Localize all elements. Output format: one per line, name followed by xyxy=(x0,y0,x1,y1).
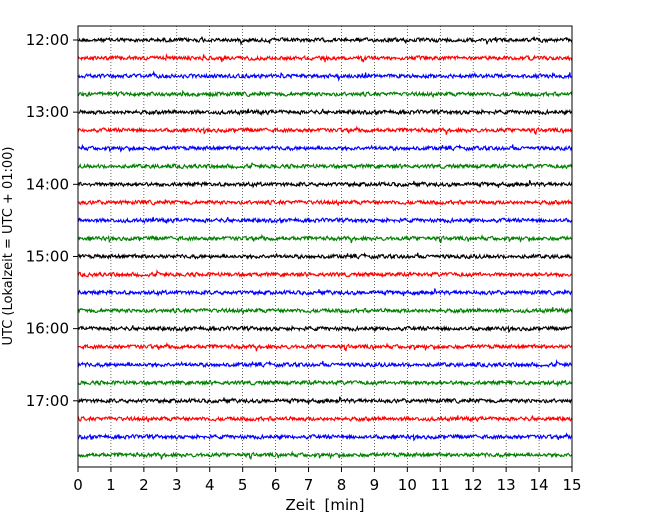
y-axis-label: UTC (Lokalzeit = UTC + 01:00) xyxy=(1,147,16,346)
trace-1645 xyxy=(77,379,573,387)
y-tick-label: 16:00 xyxy=(26,320,69,338)
y-tick-label: 15:00 xyxy=(26,247,69,265)
x-tick-label: 13 xyxy=(497,476,516,494)
trace-1415 xyxy=(77,198,573,206)
x-tick-label: 8 xyxy=(337,476,347,494)
trace-1630 xyxy=(77,359,573,369)
trace-1715 xyxy=(77,415,573,423)
trace-1615 xyxy=(77,341,573,352)
plot-frame xyxy=(77,25,573,468)
trace-1445 xyxy=(77,233,573,244)
trace-1430 xyxy=(77,216,573,225)
trace-1215 xyxy=(77,53,573,63)
y-tick-label: 12:00 xyxy=(26,31,69,49)
x-tick-label: 3 xyxy=(172,476,182,494)
y-tick-label: 17:00 xyxy=(26,392,69,410)
trace-1700 xyxy=(77,396,573,405)
trace-1245 xyxy=(77,89,573,98)
y-tick-label: 13:00 xyxy=(26,103,69,121)
y-axis: 12:00 13:00 14:00 15:00 16:00 17:00 xyxy=(26,31,78,410)
x-axis: 0 1 2 3 4 5 6 7 8 9 10 11 12 13 14 15 xyxy=(73,467,582,494)
trace-1230 xyxy=(77,70,573,82)
x-tick-label: 5 xyxy=(238,476,248,494)
trace-1345 xyxy=(77,162,573,170)
trace-1730 xyxy=(77,432,573,442)
trace-1200 xyxy=(77,36,573,46)
y-tick-label: 14:00 xyxy=(26,175,69,193)
trace-layer xyxy=(77,36,573,460)
x-tick-label: 4 xyxy=(205,476,215,494)
trace-1300 xyxy=(77,108,573,117)
trace-1330 xyxy=(77,143,573,153)
x-tick-label: 6 xyxy=(271,476,281,494)
trace-1400 xyxy=(77,180,573,189)
x-tick-label: 9 xyxy=(370,476,380,494)
x-tick-label: 0 xyxy=(73,476,83,494)
trace-1600 xyxy=(77,324,573,334)
x-tick-label: 2 xyxy=(139,476,149,494)
trace-1545 xyxy=(77,306,573,315)
x-tick-label: 15 xyxy=(562,476,581,494)
trace-1530 xyxy=(77,288,573,297)
x-tick-label: 12 xyxy=(464,476,483,494)
x-tick-label: 1 xyxy=(106,476,116,494)
trace-1515 xyxy=(77,268,573,279)
x-tick-label: 14 xyxy=(530,476,549,494)
trace-1745 xyxy=(77,450,573,460)
x-axis-label: Zeit [min] xyxy=(285,496,364,514)
x-tick-label: 10 xyxy=(398,476,417,494)
x-tick-label: 7 xyxy=(304,476,314,494)
trace-1315 xyxy=(77,125,573,135)
trace-1500 xyxy=(77,252,573,260)
x-tick-label: 11 xyxy=(431,476,450,494)
